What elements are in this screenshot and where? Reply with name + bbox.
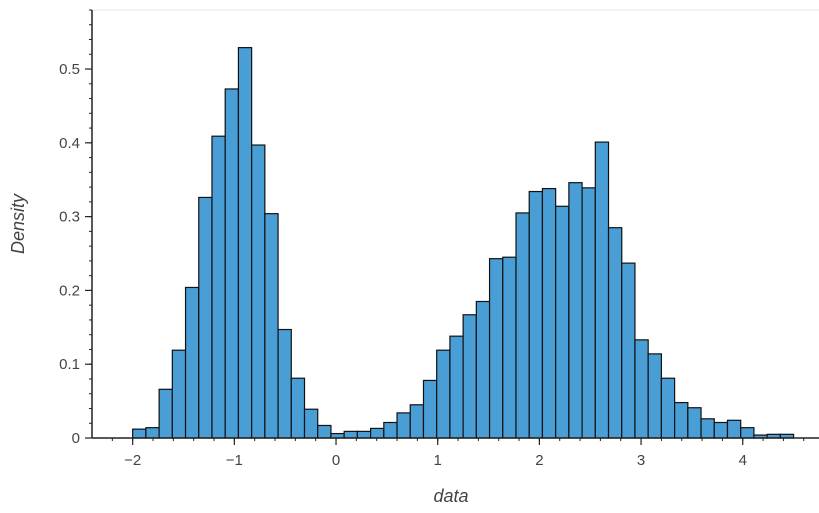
histogram-bar xyxy=(158,388,173,439)
histogram-bar xyxy=(528,190,544,439)
histogram-bar xyxy=(211,135,226,439)
histogram-bar xyxy=(634,339,649,439)
histogram-bar xyxy=(502,256,517,439)
histogram-bar xyxy=(436,349,451,439)
histogram-bar xyxy=(277,328,292,439)
histogram-bar xyxy=(515,212,530,439)
y-tick-label: 0.2 xyxy=(59,282,80,299)
histogram-bar xyxy=(541,187,557,439)
x-axis: −2 −1 0 1 2 3 4 xyxy=(92,437,819,469)
histogram-bar xyxy=(713,421,729,439)
histogram-bar xyxy=(594,141,610,439)
histogram-bar xyxy=(145,427,160,439)
y-axis: 0 0.1 0.2 0.3 0.4 0.5 xyxy=(59,9,93,447)
histogram-bar xyxy=(700,418,715,439)
x-tick-label: 0 xyxy=(332,452,340,469)
x-tick-label: −2 xyxy=(124,452,141,469)
histogram-bar xyxy=(660,377,676,439)
y-tick-label: 0 xyxy=(72,430,80,447)
histogram-bar xyxy=(317,424,332,439)
x-tick-label: −1 xyxy=(226,452,243,469)
histogram-bar xyxy=(343,430,358,439)
histogram-bar xyxy=(251,144,266,439)
y-tick-label: 0.1 xyxy=(59,356,80,373)
y-tick-label: 0.3 xyxy=(59,209,80,226)
histogram-bar xyxy=(132,428,147,439)
histogram-bar xyxy=(396,412,411,439)
histogram-bar xyxy=(674,401,689,439)
histogram-bar xyxy=(171,349,187,439)
histogram-bar xyxy=(647,353,662,439)
histogram-bar xyxy=(449,335,464,439)
histogram-bar xyxy=(290,377,306,439)
y-axis-label: Density xyxy=(8,193,28,254)
x-tick-label: 4 xyxy=(739,452,747,469)
histogram-bar xyxy=(740,427,755,439)
histogram-bar xyxy=(422,379,438,439)
histogram-bar xyxy=(555,205,570,439)
y-tick-label: 0.4 xyxy=(59,135,80,152)
x-tick-label: 2 xyxy=(535,452,543,469)
histogram-bar xyxy=(409,404,425,439)
histogram-bar xyxy=(303,408,319,439)
histogram-bar xyxy=(568,182,583,439)
x-tick-label: 3 xyxy=(637,452,645,469)
histogram-bar xyxy=(198,196,213,439)
histogram-bar xyxy=(621,262,636,439)
histogram-bar xyxy=(184,286,200,439)
histogram-bar xyxy=(224,88,240,439)
y-tick-label: 0.5 xyxy=(59,61,80,78)
x-axis-label: data xyxy=(433,486,468,506)
histogram-bars xyxy=(132,47,795,439)
x-tick-label: 1 xyxy=(434,452,442,469)
histogram-bar xyxy=(264,213,279,439)
histogram-bar xyxy=(370,427,385,439)
histogram-bar xyxy=(356,430,372,439)
histogram-bar xyxy=(475,300,491,439)
histogram-bar xyxy=(462,314,477,439)
histogram-bar xyxy=(581,187,596,439)
histogram-bar xyxy=(383,421,398,439)
histogram-bar xyxy=(687,407,702,439)
histogram-bar xyxy=(726,419,742,439)
histogram-bar xyxy=(607,227,623,439)
histogram-bar xyxy=(237,47,253,439)
histogram-bar xyxy=(488,258,504,439)
